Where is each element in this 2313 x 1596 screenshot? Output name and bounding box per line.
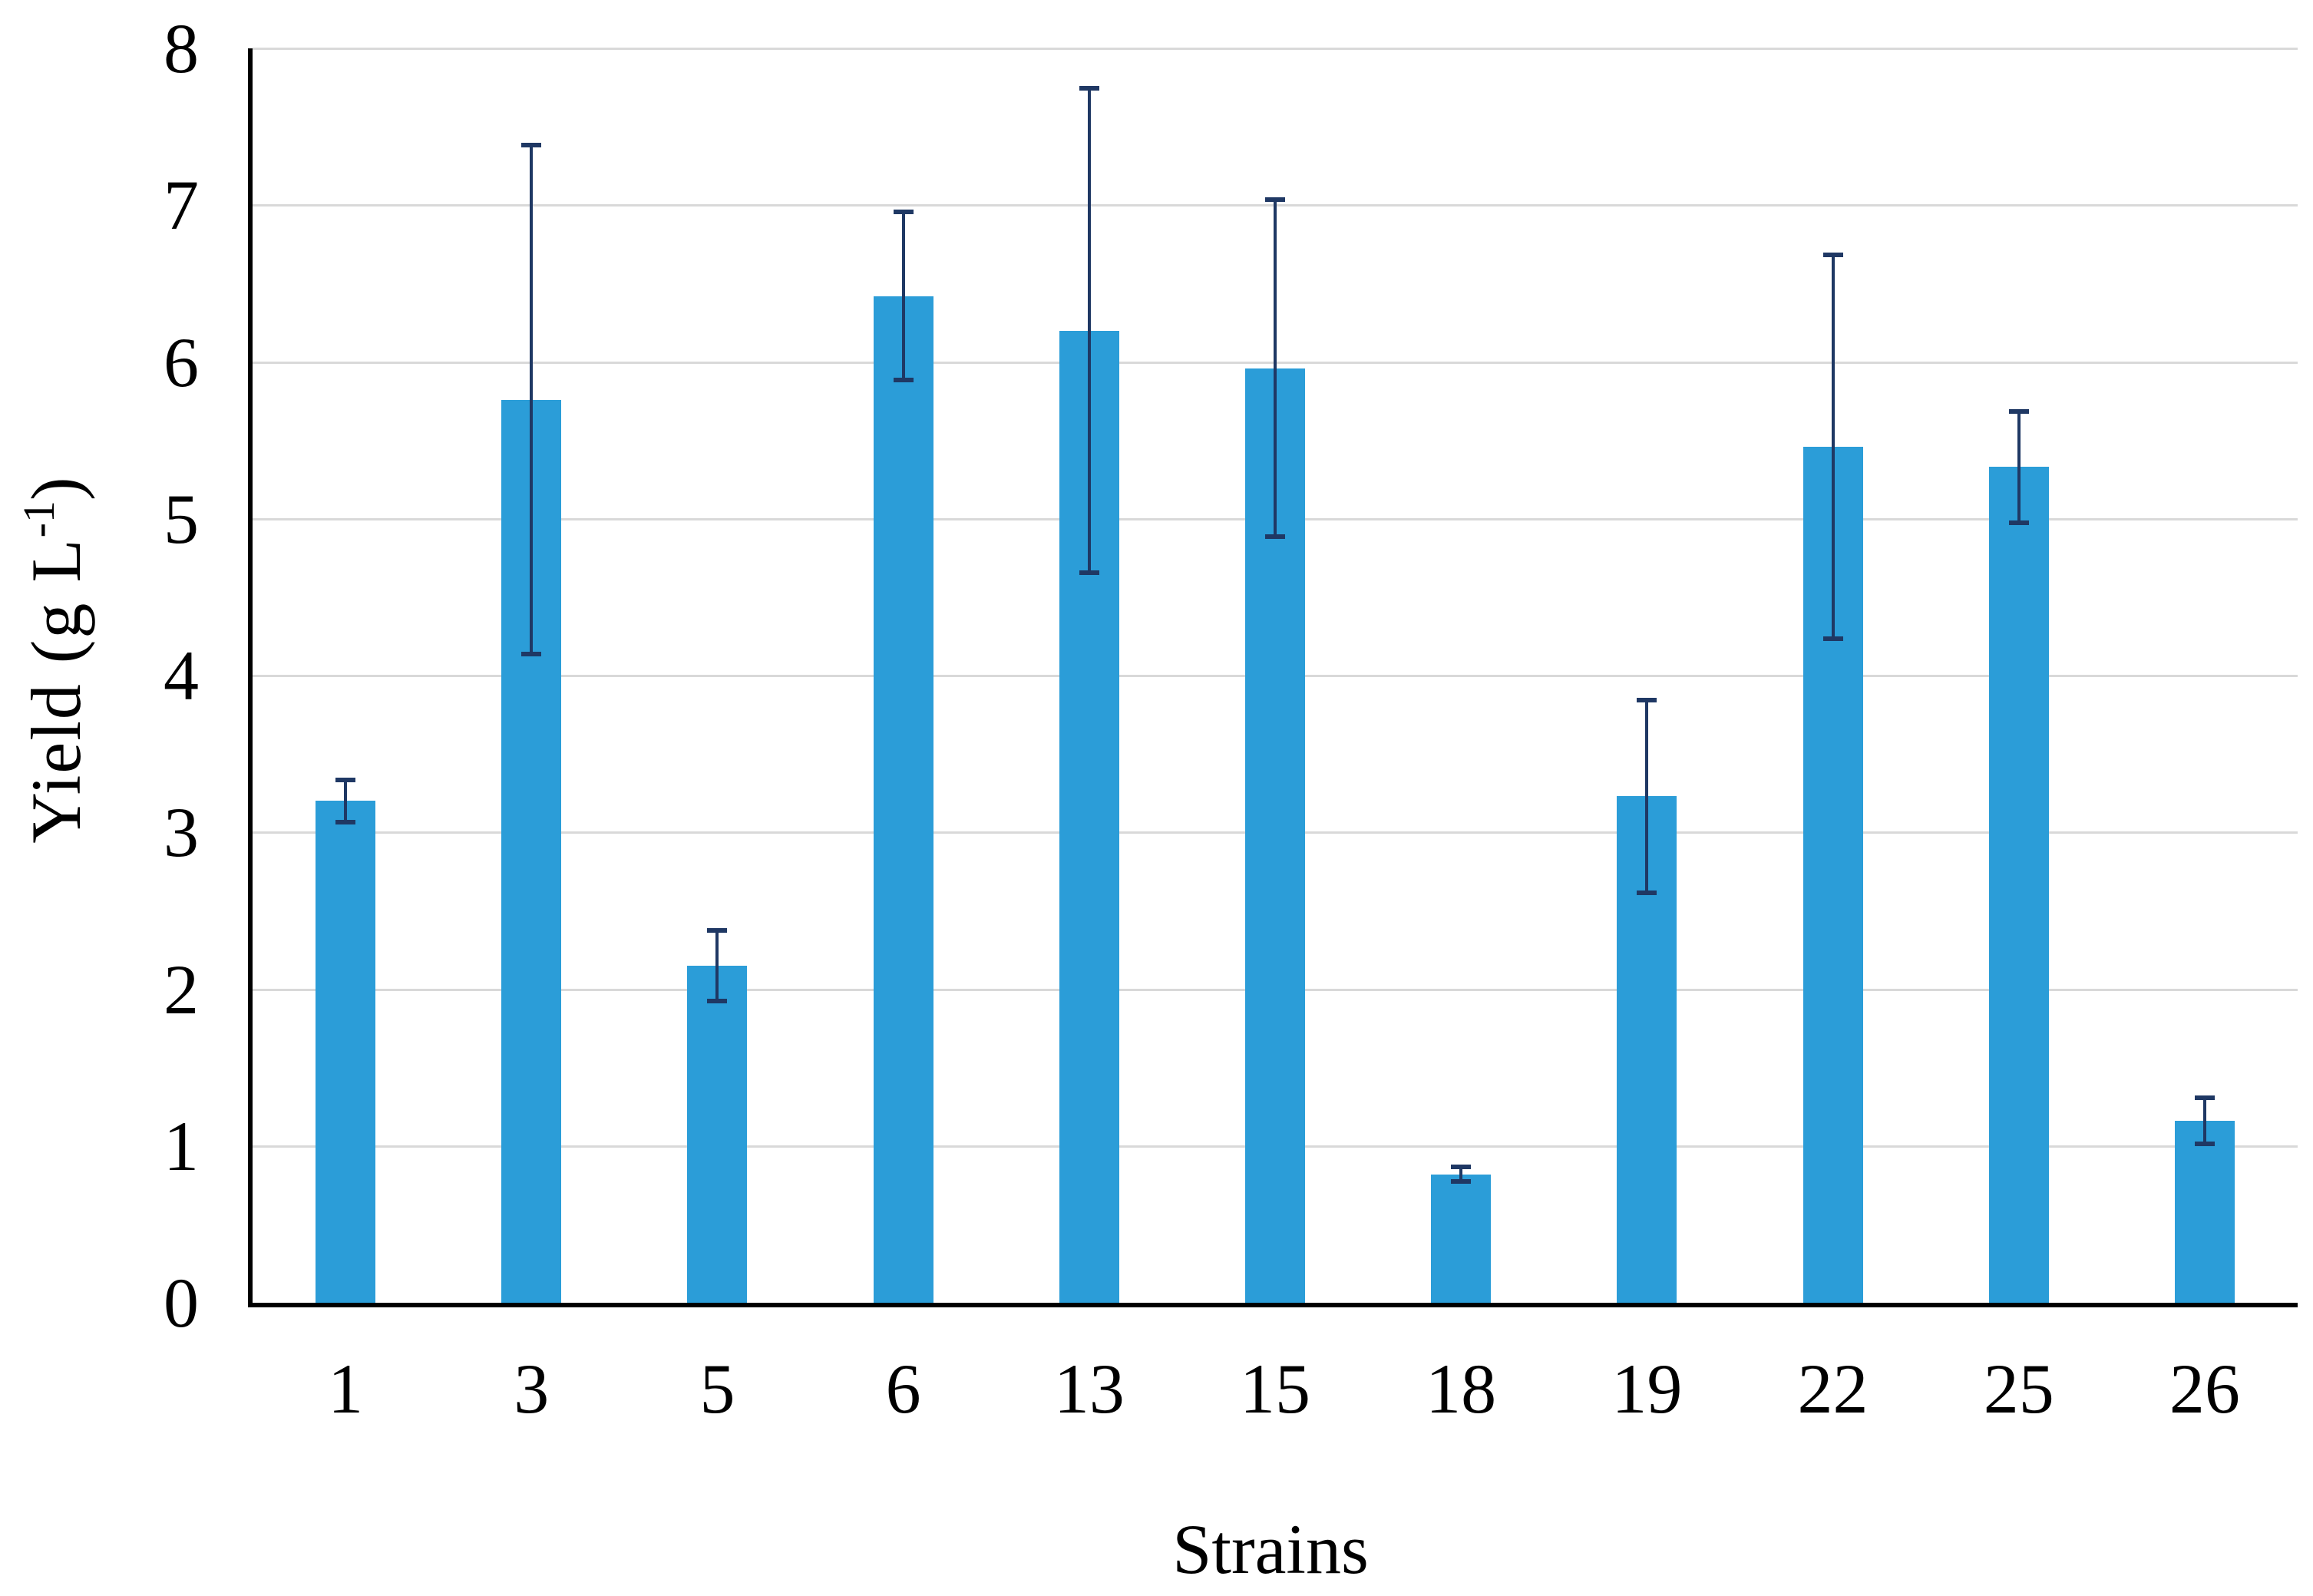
y-tick-label-5: 5 [164,479,199,558]
error-bar-line-strain-15 [1274,199,1277,538]
error-bar-top-cap-strain-19 [1637,697,1657,702]
x-tick-label-strain-18: 18 [1426,1350,1497,1428]
bar-strain-5 [687,965,748,1303]
error-bar-bottom-cap-strain-5 [707,998,728,1003]
x-tick-label-strain-6: 6 [885,1350,921,1428]
error-bar-line-strain-19 [1645,699,1649,894]
x-tick-label-strain-25: 25 [1983,1350,2054,1428]
y-tick-label-6: 6 [164,322,199,401]
x-tick-label-strain-13: 13 [1053,1350,1125,1428]
error-bar-line-strain-3 [530,144,534,656]
error-bar-top-cap-strain-26 [2194,1095,2215,1101]
y-tick-label-7: 7 [164,166,199,245]
error-bar-top-cap-strain-25 [2008,408,2029,414]
bar-strain-1 [316,801,376,1303]
error-bar-bottom-cap-strain-26 [2194,1141,2215,1146]
x-axis-title: Strains [1172,1510,1369,1588]
y-tick-label-4: 4 [164,636,199,715]
error-bar-line-strain-5 [715,929,719,1002]
error-bar-top-cap-strain-13 [1079,86,1099,91]
error-bar-bottom-cap-strain-6 [893,378,914,382]
bar-strain-26 [2174,1121,2235,1303]
bar-strain-6 [873,296,933,1303]
x-tick-label-strain-3: 3 [514,1350,550,1428]
y-tick-label-1: 1 [164,1106,199,1185]
error-bar-bottom-cap-strain-15 [1265,534,1285,540]
y-tick-label-8: 8 [164,9,199,88]
error-bar-top-cap-strain-15 [1265,197,1285,203]
error-bar-bottom-cap-strain-22 [1822,636,1843,642]
error-bar-bottom-cap-strain-19 [1637,890,1657,895]
y-axis-title-close: ) [17,475,95,501]
error-bar-top-cap-strain-18 [1451,1165,1472,1170]
error-bar-bottom-cap-strain-3 [521,652,542,657]
y-tick-label-0: 0 [164,1264,199,1342]
error-bar-line-strain-22 [1831,253,1835,640]
gridline-y-8 [253,48,2298,50]
y-tick-label-2: 2 [164,950,199,1029]
y-axis-title-superscript: -1 [14,501,64,538]
error-bar-line-strain-18 [1459,1166,1463,1182]
error-bar-top-cap-strain-1 [335,777,356,782]
bar-strain-25 [1988,467,2049,1303]
error-bar-bottom-cap-strain-18 [1451,1178,1472,1184]
x-tick-label-strain-15: 15 [1240,1350,1310,1428]
error-bar-bottom-cap-strain-13 [1079,570,1099,576]
y-axis-title: Yield (g L-1) [4,475,95,843]
x-tick-label-strain-26: 26 [2169,1350,2240,1428]
bar-strain-18 [1431,1174,1492,1303]
x-tick-label-strain-1: 1 [328,1350,364,1428]
error-bar-top-cap-strain-22 [1822,252,1843,257]
error-bar-line-strain-6 [901,211,905,381]
error-bar-line-strain-1 [344,778,348,823]
error-bar-line-strain-13 [1087,88,1091,574]
y-axis-title-text: Yield (g L [17,537,95,844]
error-bar-top-cap-strain-5 [707,927,728,933]
error-bar-top-cap-strain-6 [893,210,914,215]
x-tick-label-strain-22: 22 [1797,1350,1869,1428]
error-bar-top-cap-strain-3 [521,142,542,147]
y-tick-label-3: 3 [164,793,199,872]
x-tick-label-strain-19: 19 [1611,1350,1683,1428]
error-bar-line-strain-25 [2017,410,2021,524]
x-tick-label-strain-5: 5 [699,1350,735,1428]
error-bar-bottom-cap-strain-1 [335,819,356,824]
error-bar-line-strain-26 [2202,1097,2206,1145]
error-bar-bottom-cap-strain-25 [2008,520,2029,525]
